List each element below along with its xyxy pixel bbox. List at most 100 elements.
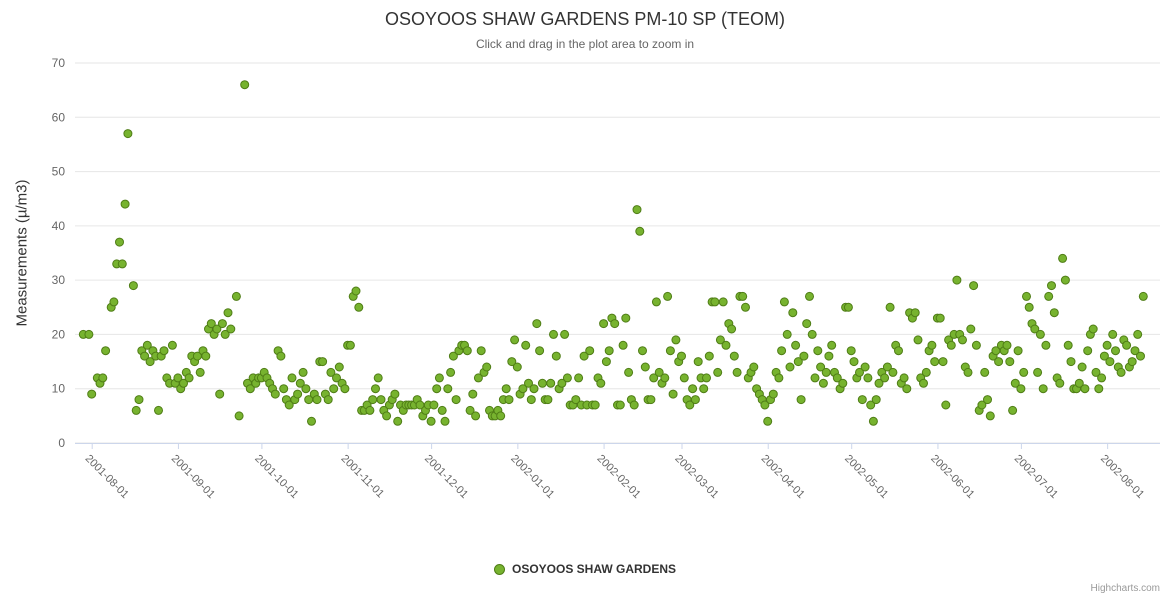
data-point[interactable] [721,340,731,350]
data-point[interactable] [977,400,987,410]
data-point[interactable] [373,373,383,383]
data-point[interactable] [340,384,350,394]
data-point[interactable] [935,313,945,323]
data-point[interactable] [571,395,581,405]
data-point[interactable] [334,362,344,372]
data-point[interactable] [763,416,773,426]
data-point[interactable] [476,346,486,356]
data-point[interactable] [215,389,225,399]
data-point[interactable] [660,373,670,383]
data-point[interactable] [710,297,720,307]
data-point[interactable] [690,395,700,405]
data-point[interactable] [123,129,133,139]
data-point[interactable] [846,346,856,356]
data-point[interactable] [521,340,531,350]
data-point[interactable] [234,411,244,421]
data-point[interactable] [1016,384,1026,394]
data-point[interactable] [838,378,848,388]
data-point[interactable] [434,373,444,383]
data-point[interactable] [849,357,859,367]
data-point[interactable] [640,362,650,372]
data-point[interactable] [741,302,750,312]
data-point[interactable] [866,400,876,410]
data-point[interactable] [212,324,222,334]
data-point[interactable] [312,395,322,405]
data-point[interactable] [818,378,828,388]
data-point[interactable] [871,395,881,405]
data-point[interactable] [899,373,909,383]
data-point[interactable] [1033,367,1043,377]
data-point[interactable] [1049,308,1059,318]
data-point[interactable] [437,405,447,415]
data-point[interactable] [109,297,119,307]
data-point[interactable] [451,395,461,405]
data-point[interactable] [231,291,241,301]
data-point[interactable] [473,373,483,383]
data-point[interactable] [1102,340,1112,350]
data-point[interactable] [332,373,341,383]
data-point[interactable] [921,367,931,377]
data-point[interactable] [101,346,111,356]
data-point[interactable] [270,389,280,399]
data-point[interactable] [665,346,675,356]
data-point[interactable] [699,384,709,394]
data-point[interactable] [351,286,361,296]
data-point[interactable] [985,411,995,421]
data-point[interactable] [727,324,737,334]
data-point[interactable] [927,340,937,350]
data-point[interactable] [245,384,255,394]
data-point[interactable] [958,335,967,345]
data-point[interactable] [785,362,795,372]
data-point[interactable] [496,411,506,421]
data-point[interactable] [512,362,522,372]
data-point[interactable] [941,400,951,410]
data-point[interactable] [599,319,609,329]
data-point[interactable] [154,405,163,415]
data-point[interactable] [1024,302,1034,312]
data-point[interactable] [963,367,973,377]
data-point[interactable] [184,373,194,383]
data-point[interactable] [807,329,817,339]
data-point[interactable] [390,389,400,399]
data-point[interactable] [788,308,798,318]
data-point[interactable] [983,395,992,405]
data-point[interactable] [813,346,823,356]
data-point[interactable] [894,346,903,356]
data-point[interactable] [857,395,867,405]
data-point[interactable] [1094,384,1104,394]
data-point[interactable] [115,237,124,247]
data-point[interactable] [546,378,556,388]
data-point[interactable] [777,346,787,356]
data-point[interactable] [649,373,659,383]
data-point[interactable] [284,400,294,410]
data-point[interactable] [145,357,155,367]
data-point[interactable] [179,378,188,388]
data-point[interactable] [824,351,834,361]
data-point[interactable] [1030,324,1040,334]
data-point[interactable] [638,346,647,356]
data-point[interactable] [465,405,475,415]
data-point[interactable] [206,319,216,329]
data-point[interactable] [793,357,803,367]
data-point[interactable] [913,335,923,345]
data-point[interactable] [919,378,928,388]
data-point[interactable] [715,335,725,345]
data-point[interactable] [738,291,748,301]
data-point[interactable] [601,357,611,367]
data-point[interactable] [217,319,227,329]
data-point[interactable] [704,351,714,361]
data-point[interactable] [1127,357,1137,367]
data-point[interactable] [131,405,141,415]
data-point[interactable] [518,384,528,394]
data-point[interactable] [952,275,962,285]
data-point[interactable] [805,291,814,301]
data-point[interactable] [821,367,831,377]
data-point[interactable] [1019,367,1029,377]
data-point[interactable] [532,319,542,329]
data-point[interactable] [279,384,289,394]
data-point[interactable] [585,346,595,356]
data-point[interactable] [1013,346,1023,356]
data-point[interactable] [120,199,130,209]
data-point[interactable] [688,384,698,394]
data-point[interactable] [1097,373,1107,383]
